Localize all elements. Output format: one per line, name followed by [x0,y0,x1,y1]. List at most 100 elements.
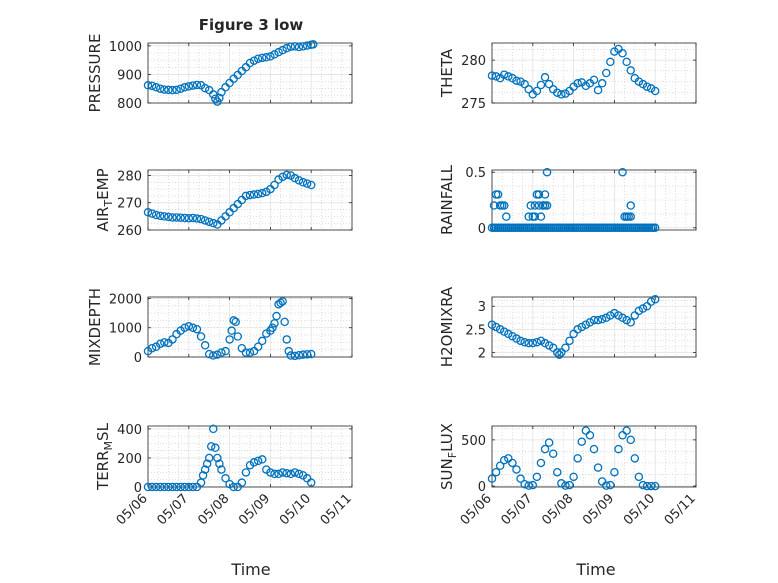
data-point [221,474,230,483]
axes-box [147,169,353,231]
data-point [597,477,607,486]
data-point [532,472,542,482]
data-point [626,66,635,75]
data-point [200,83,210,93]
data-point [155,339,165,349]
axes-box [147,425,353,488]
data-point [524,85,533,94]
axes-box [491,42,697,104]
data-point [308,40,318,49]
data-point [524,212,533,221]
data-point [147,209,157,218]
y-tick-label: 270 [117,197,142,212]
data-point [160,212,169,221]
x-tick-label: 05/08 [539,491,576,528]
data-point [561,481,570,490]
data-point [553,88,562,97]
data-point [491,322,501,332]
data-point [530,201,540,210]
data-point [298,178,308,187]
y-tick-label: 0 [478,480,486,495]
data-point [213,350,222,359]
data-point [282,43,291,53]
data-point [253,456,263,466]
data-point [274,469,283,479]
data-point [233,332,243,341]
data-point [262,53,271,62]
data-point [646,297,656,306]
data-point [542,201,552,210]
data-point [526,201,536,210]
data-point [290,173,300,183]
data-point [278,45,287,55]
data-point [597,79,607,88]
data-point [184,482,194,492]
data-point [188,482,198,492]
data-point [192,80,202,90]
y-tick-label: 280 [461,54,486,69]
data-point [520,337,529,347]
data-point [274,47,283,57]
data-point [160,482,169,492]
data-point [206,442,216,451]
data-point [577,437,587,446]
data-point [172,482,181,492]
y-tick-label: 900 [117,68,142,83]
data-point [306,180,316,190]
data-point [147,81,157,91]
data-point [286,469,296,479]
data-point [516,474,525,483]
subplot-pressure: 800 900 1000 PRESSURE [86,34,353,112]
x-tick-label: 05/08 [195,491,232,528]
data-point [282,170,291,180]
data-point [650,223,660,233]
subplot-theta: 275 280 THETA [438,42,697,112]
data-point [557,90,566,99]
data-point [512,334,521,343]
data-point [180,213,189,223]
subplot-mixdepth: 0 1000 2000 MIXDEPTH [86,288,353,366]
data-point [237,343,247,353]
data-point [597,314,607,324]
data-point [642,481,652,491]
data-point [532,337,542,347]
data-point [213,453,222,463]
data-point [204,453,214,463]
data-point [573,454,582,463]
data-point [211,443,220,453]
data-point [221,83,230,92]
data-point [227,326,236,335]
y-tick-label: 3 [478,300,486,315]
data-point [606,311,615,320]
data-point [209,218,218,228]
data-point [618,167,627,177]
data-point [589,315,599,325]
data-point [634,472,644,482]
data-point [534,190,544,199]
data-point [491,72,501,81]
axes-box [491,169,697,231]
y-tick-label: 2.5 [465,323,486,338]
data-point [270,180,279,190]
data-point [284,346,294,356]
data-point [249,56,259,65]
subplot-h2omixra: 2 2.5 3 H2OMIXRA [438,286,697,367]
data-point [172,213,181,222]
data-point [589,75,599,85]
y-tick-label: 1000 [109,322,142,337]
data-point [257,53,267,63]
data-point [622,426,631,435]
data-point [286,42,296,51]
data-point [160,85,169,94]
data-point [188,81,198,90]
data-point [520,79,529,89]
data-point [164,482,173,492]
data-point [536,212,546,221]
data-point [270,50,279,59]
x-tick-label: 05/09 [236,491,273,528]
data-point [294,176,304,185]
data-point [569,472,578,482]
data-point [200,465,210,474]
data-point [196,214,206,224]
